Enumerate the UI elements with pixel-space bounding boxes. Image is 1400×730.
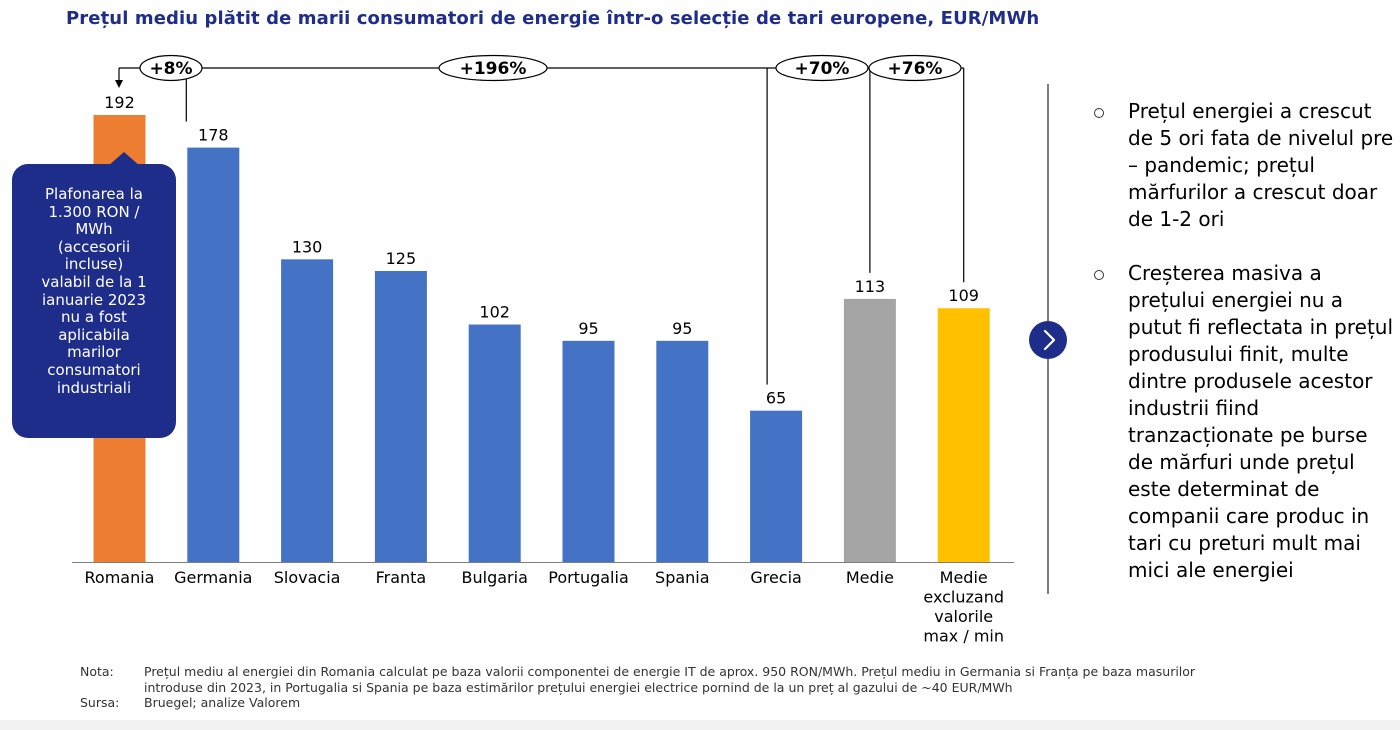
callout-line: (accesorii [57,237,131,256]
bar-bulgaria [468,324,521,562]
x-tick-label: Romania [85,568,155,587]
bar-medie-excluzand-valorile-max-min [937,308,990,562]
data-label: 178 [198,126,229,145]
chevron-right-icon[interactable] [1029,321,1067,359]
insight-text: Prețul energiei a crescut de 5 ori fata … [1128,99,1394,231]
data-label: 109 [948,286,979,305]
callout-line: ianuarie 2023 [41,290,147,309]
source-text: Bruegel; analize Valorem [144,695,301,710]
note-label: Nota: [80,664,114,679]
bar-portugalia [562,340,615,562]
callout-line: consumatori [47,360,141,379]
bar-germania [187,147,240,562]
footer-band [0,720,1400,730]
callout-line: aplicabila [58,325,130,344]
difference-label: +8% [149,59,192,79]
callout-line: valabil de la 1 [41,272,147,291]
data-label: 130 [292,237,323,256]
callout-line: marilor [67,343,121,362]
price-cap-callout: Plafonarea la 1.300 RON / MWh (accesorii… [12,164,176,438]
x-tick-label: Germania [174,568,252,587]
x-tick-label: Medie [846,568,894,587]
insight-item: Creșterea masiva a prețului energiei nu … [1090,260,1395,584]
x-tick-label: Slovacia [274,568,341,587]
circle-bullet-icon [1094,270,1104,280]
callout-line: nu a fost [61,308,127,327]
chart-title: Prețul mediu plătit de marii consumatori… [66,8,1040,29]
difference-badge [139,54,203,82]
difference-badge [438,54,548,82]
bar-slovacia [281,259,334,562]
callout-line: MWh [75,220,113,239]
circle-bullet-icon [1094,108,1104,118]
difference-badge [775,54,869,82]
insights-list: Prețul energiei a crescut de 5 ori fata … [1090,98,1395,584]
x-tick-label: Portugalia [548,568,629,587]
callout-pointer [108,152,140,166]
source-row: Sursa: Bruegel; analize Valorem [80,695,1254,711]
callout-line: incluse) [64,255,124,274]
data-label: 125 [386,249,417,268]
difference-badge [868,54,962,82]
footnotes: Nota: Prețul mediu al energiei din Roman… [80,664,1254,711]
data-label: 192 [104,93,135,112]
callout-line: industriali [56,378,132,397]
note-text: Prețul mediu al energiei din Romania cal… [144,664,1196,695]
bar-spania [656,340,709,562]
insight-item: Prețul energiei a crescut de 5 ori fata … [1090,98,1395,233]
difference-label: +70% [795,59,850,79]
x-tick-label: Bulgaria [462,568,528,587]
x-tick-label: Medie excluzand valorile max / min [923,568,1004,646]
x-tick-label: Grecia [750,568,802,587]
note-row: Nota: Prețul mediu al energiei din Roman… [80,664,1254,695]
source-label: Sursa: [80,695,120,710]
bar-franta [374,270,427,562]
x-tick-label: Spania [655,568,710,587]
data-label: 95 [578,319,598,338]
bar-medie [843,298,896,562]
arrow-head-icon [115,80,123,88]
data-label: 113 [855,277,886,296]
bar-grecia [750,410,803,562]
data-label: 102 [479,303,510,322]
callout-line: Plafonarea la [45,185,143,203]
difference-label: +76% [888,59,943,79]
x-tick-label: Franta [376,568,427,587]
insight-text: Creșterea masiva a prețului energiei nu … [1128,261,1394,582]
data-label: 95 [672,319,692,338]
callout-line: 1.300 RON / [48,202,140,221]
data-label: 65 [766,389,786,408]
difference-label: +196% [460,59,527,79]
